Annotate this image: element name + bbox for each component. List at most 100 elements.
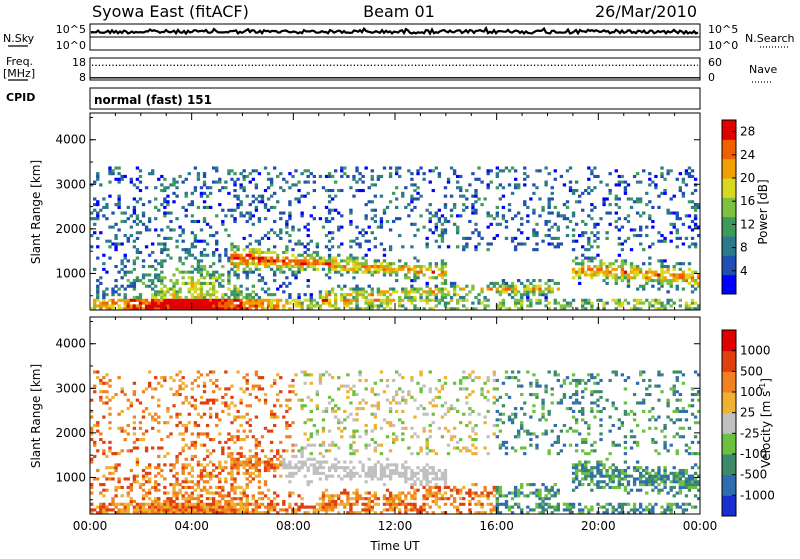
velocity-cell <box>493 486 496 489</box>
power-cell <box>310 302 313 305</box>
velocity-cell <box>175 480 178 483</box>
velocity-cell <box>273 508 276 511</box>
velocity-cell <box>197 435 200 438</box>
velocity-cell <box>432 399 435 402</box>
power-cell <box>575 181 578 184</box>
velocity-cell <box>355 430 358 433</box>
velocity-cell <box>148 489 151 492</box>
velocity-cell <box>535 444 538 447</box>
power-cell <box>426 302 429 305</box>
power-cell <box>99 231 102 234</box>
power-cell <box>605 212 608 215</box>
power-cell <box>233 285 236 288</box>
power-cell <box>410 299 413 302</box>
power-cell <box>596 237 599 240</box>
velocity-cell <box>188 494 191 497</box>
power-cell <box>621 242 624 245</box>
power-cell <box>291 228 294 231</box>
power-cell <box>529 282 532 285</box>
power-cell <box>383 265 386 268</box>
velocity-cell <box>243 491 246 494</box>
power-cell <box>258 299 261 302</box>
velocity-cell <box>221 494 224 497</box>
velocity-cell <box>243 461 246 464</box>
velocity-cell <box>209 508 212 511</box>
velocity-cell <box>133 506 136 509</box>
velocity-cell <box>526 483 529 486</box>
velocity-cell <box>133 393 136 396</box>
velocity-cell <box>261 497 264 500</box>
power-cell <box>191 231 194 234</box>
power-cell <box>343 296 346 299</box>
velocity-cell <box>383 497 386 500</box>
power-cell <box>197 296 200 299</box>
power-cell <box>511 282 514 285</box>
power-cell <box>456 299 459 302</box>
power-cell <box>233 290 236 293</box>
power-cell <box>142 265 145 268</box>
velocity-cell <box>169 416 172 419</box>
velocity-cell <box>169 387 172 390</box>
power-cell <box>124 220 127 223</box>
power-cell <box>435 293 438 296</box>
velocity-cell <box>160 469 163 472</box>
power-cell <box>514 290 517 293</box>
velocity-cell <box>285 404 288 407</box>
power-cell <box>166 237 169 240</box>
power-cell <box>194 186 197 189</box>
nsearch-tick-top: 10^5 <box>708 23 738 36</box>
power-cell <box>169 287 172 290</box>
power-cell <box>349 259 352 262</box>
velocity-cell <box>203 503 206 506</box>
power-cell <box>191 282 194 285</box>
power-cell <box>587 214 590 217</box>
velocity-cell <box>462 446 465 449</box>
power-cell <box>203 296 206 299</box>
power-cell <box>322 302 325 305</box>
velocity-cell <box>218 506 221 509</box>
velocity-cell <box>215 416 218 419</box>
power-cell <box>270 257 273 260</box>
power-cell <box>441 234 444 237</box>
velocity-cell <box>175 491 178 494</box>
velocity-cell <box>188 508 191 511</box>
power-cell <box>426 282 429 285</box>
power-cell <box>383 209 386 212</box>
velocity-cell <box>304 421 307 424</box>
power-cell <box>157 279 160 282</box>
power-cell <box>133 296 136 299</box>
power-cell <box>172 293 175 296</box>
power-cell <box>261 299 264 302</box>
velocity-cell <box>517 430 520 433</box>
velocity-cell <box>331 506 334 509</box>
velocity-cell <box>422 413 425 416</box>
velocity-cell <box>93 455 96 458</box>
power-cell <box>194 282 197 285</box>
velocity-cell <box>499 444 502 447</box>
velocity-cell <box>200 475 203 478</box>
velocity-cell <box>541 506 544 509</box>
velocity-cell <box>374 469 377 472</box>
power-cell <box>288 259 291 262</box>
power-cell <box>182 181 185 184</box>
power-cell <box>651 242 654 245</box>
power-cell <box>316 254 319 257</box>
velocity-cell <box>145 508 148 511</box>
power-cell <box>487 169 490 172</box>
velocity-cell <box>575 382 578 385</box>
power-cell <box>380 293 383 296</box>
velocity-cell <box>508 491 511 494</box>
power-cell <box>407 296 410 299</box>
velocity-cell <box>175 503 178 506</box>
power-cell <box>578 271 581 274</box>
power-cell <box>252 304 255 307</box>
velocity-cell <box>224 441 227 444</box>
velocity-cell <box>538 497 541 500</box>
power-cell <box>203 282 206 285</box>
power-cell <box>325 189 328 192</box>
velocity-cell <box>331 503 334 506</box>
velocity-cell <box>185 508 188 511</box>
power-cell <box>227 279 230 282</box>
power-cell <box>310 240 313 243</box>
power-cell <box>133 304 136 307</box>
